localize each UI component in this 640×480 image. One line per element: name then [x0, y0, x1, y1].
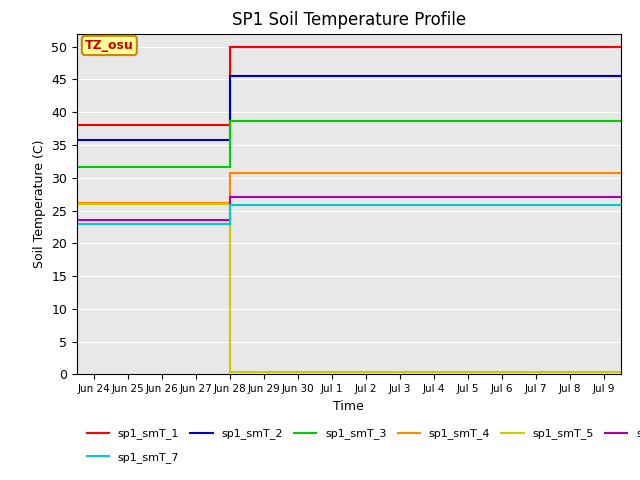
Text: TZ_osu: TZ_osu [85, 39, 134, 52]
Legend: sp1_smT_7: sp1_smT_7 [83, 448, 184, 468]
Y-axis label: Soil Temperature (C): Soil Temperature (C) [33, 140, 45, 268]
X-axis label: Time: Time [333, 400, 364, 413]
Title: SP1 Soil Temperature Profile: SP1 Soil Temperature Profile [232, 11, 466, 29]
